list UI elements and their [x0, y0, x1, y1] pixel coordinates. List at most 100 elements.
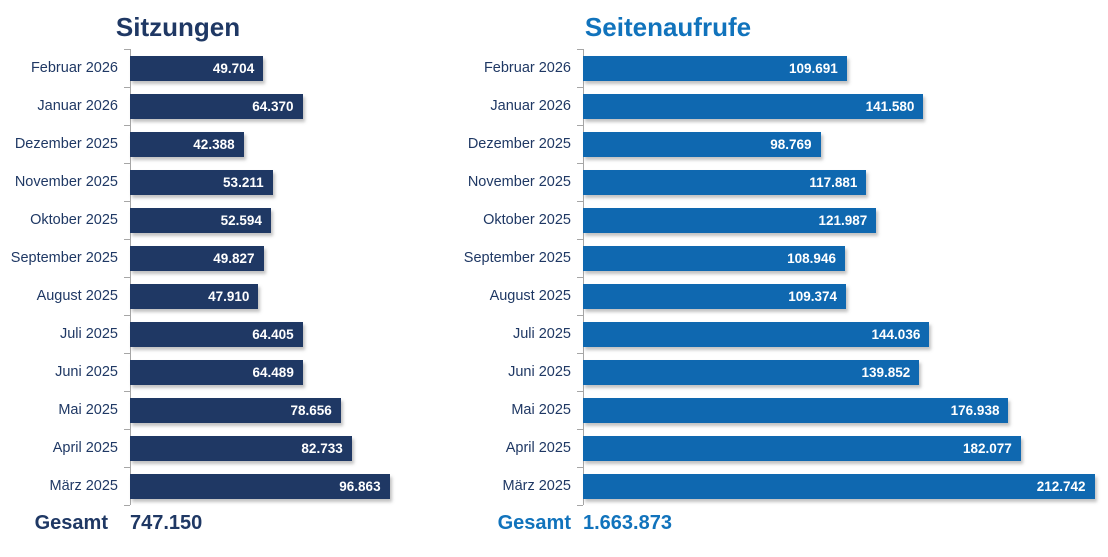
category-label: November 2025: [14, 174, 118, 190]
axis-tick: [124, 239, 130, 240]
bar-value-label: 212.742: [1036, 478, 1086, 494]
bar: 64.405: [130, 321, 303, 347]
bar: 109.374: [583, 283, 846, 309]
bar-track: 64.405: [130, 321, 398, 347]
chart-row: Mai 2025 78.656: [0, 391, 398, 429]
axis-tick: [577, 391, 583, 392]
total-label: Gesamt: [497, 512, 571, 534]
bar-value-label: 49.704: [212, 60, 255, 76]
category-label: November 2025: [467, 174, 571, 190]
bar: 49.827: [130, 245, 264, 271]
bar: 96.863: [130, 473, 390, 499]
chart-row: Mai 2025 176.938: [445, 391, 1100, 429]
chart-row: April 2025 182.077: [445, 429, 1100, 467]
category-label: Dezember 2025: [14, 136, 118, 152]
bar-track: 96.863: [130, 473, 398, 499]
bar-track: 121.987: [583, 207, 1100, 233]
axis-tick: [577, 201, 583, 202]
chart-row: Februar 2026 49.704: [0, 49, 398, 87]
axis-tick: [577, 87, 583, 88]
category-label: Februar 2026: [483, 60, 571, 76]
axis-tick: [124, 87, 130, 88]
seitenaufrufe-bar-chart: Seitenaufrufe Februar 2026 109.691 Januar …: [445, 0, 1105, 557]
axis-tick: [577, 353, 583, 354]
bar-value-label: 117.881: [809, 174, 858, 190]
category-label: Mai 2025: [511, 402, 571, 418]
bar: 47.910: [130, 283, 259, 309]
bar-track: 144.036: [583, 321, 1100, 347]
chart-row: Februar 2026 109.691: [445, 49, 1100, 87]
chart-row: Juni 2025 64.489: [0, 353, 398, 391]
chart-row: Juli 2025 144.036: [445, 315, 1100, 353]
chart-row: April 2025 82.733: [0, 429, 398, 467]
category-axis: [124, 49, 131, 506]
bar-value-label: 64.405: [252, 326, 294, 342]
category-label: September 2025: [463, 250, 571, 266]
axis-tick: [124, 429, 130, 430]
bar: 117.881: [583, 169, 867, 195]
bar-value-label: 64.489: [252, 364, 294, 380]
category-label: Juni 2025: [55, 364, 118, 380]
bar-track: 109.374: [583, 283, 1100, 309]
bar: 108.946: [583, 245, 845, 271]
bar: 52.594: [130, 207, 271, 233]
total-row: Gesamt 1.663.873: [445, 512, 672, 535]
bar: 139.852: [583, 359, 920, 385]
bar: 176.938: [583, 397, 1009, 423]
axis-tick: [124, 163, 130, 164]
chart-row: August 2025 109.374: [445, 277, 1100, 315]
axis-tick: [124, 505, 130, 506]
category-label: August 2025: [489, 288, 571, 304]
axis-tick: [124, 315, 130, 316]
bar: 53.211: [130, 169, 273, 195]
category-axis: [577, 49, 584, 506]
axis-tick: [577, 277, 583, 278]
category-label: August 2025: [36, 288, 118, 304]
bar: 144.036: [583, 321, 930, 347]
chart-row: Juli 2025 64.405: [0, 315, 398, 353]
category-label: Juni 2025: [508, 364, 571, 380]
bar-value-label: 49.827: [213, 250, 255, 266]
axis-tick: [124, 49, 130, 50]
bar-value-label: 53.211: [223, 174, 264, 190]
chart-row: November 2025 117.881: [445, 163, 1100, 201]
category-label: Juli 2025: [59, 326, 118, 342]
category-label: Oktober 2025: [483, 212, 571, 228]
bar-value-label: 96.863: [339, 478, 381, 494]
bar: 42.388: [130, 131, 244, 157]
chart-row: September 2025 49.827: [0, 239, 398, 277]
axis-tick: [577, 49, 583, 50]
category-label: Februar 2026: [30, 60, 118, 76]
chart-title: Seitenaufrufe: [584, 12, 752, 42]
bar-value-label: 42.388: [193, 136, 235, 152]
bar-value-label: 109.691: [788, 60, 838, 76]
category-label: Januar 2026: [490, 98, 571, 114]
category-label: Juli 2025: [512, 326, 571, 342]
axis-tick: [124, 125, 130, 126]
bar-value-label: 121.987: [818, 212, 868, 228]
bar-value-label: 108.946: [787, 250, 836, 266]
bar-rows: Februar 2026 109.691 Januar 2026 141.580 Dez…: [445, 49, 1100, 505]
bar-track: 49.704: [130, 55, 398, 81]
total-value: 747.150: [130, 512, 203, 534]
bar-value-label: 78.656: [290, 402, 332, 418]
axis-tick: [124, 467, 130, 468]
chart-title: Sitzungen: [115, 12, 241, 42]
bar: 141.580: [583, 93, 924, 119]
bar: 64.489: [130, 359, 303, 385]
axis-tick: [577, 505, 583, 506]
axis-tick: [577, 467, 583, 468]
bar-value-label: 176.938: [950, 402, 1000, 418]
bar-value-label: 139.852: [861, 364, 911, 380]
bar-track: 139.852: [583, 359, 1100, 385]
category-label: April 2025: [52, 440, 118, 456]
chart-row: Dezember 2025 42.388: [0, 125, 398, 163]
bar: 109.691: [583, 55, 847, 81]
category-label: September 2025: [10, 250, 118, 266]
axis-tick: [577, 125, 583, 126]
chart-row: Juni 2025 139.852: [445, 353, 1100, 391]
bar-track: 53.211: [130, 169, 398, 195]
axis-tick: [577, 163, 583, 164]
axis-tick: [577, 429, 583, 430]
